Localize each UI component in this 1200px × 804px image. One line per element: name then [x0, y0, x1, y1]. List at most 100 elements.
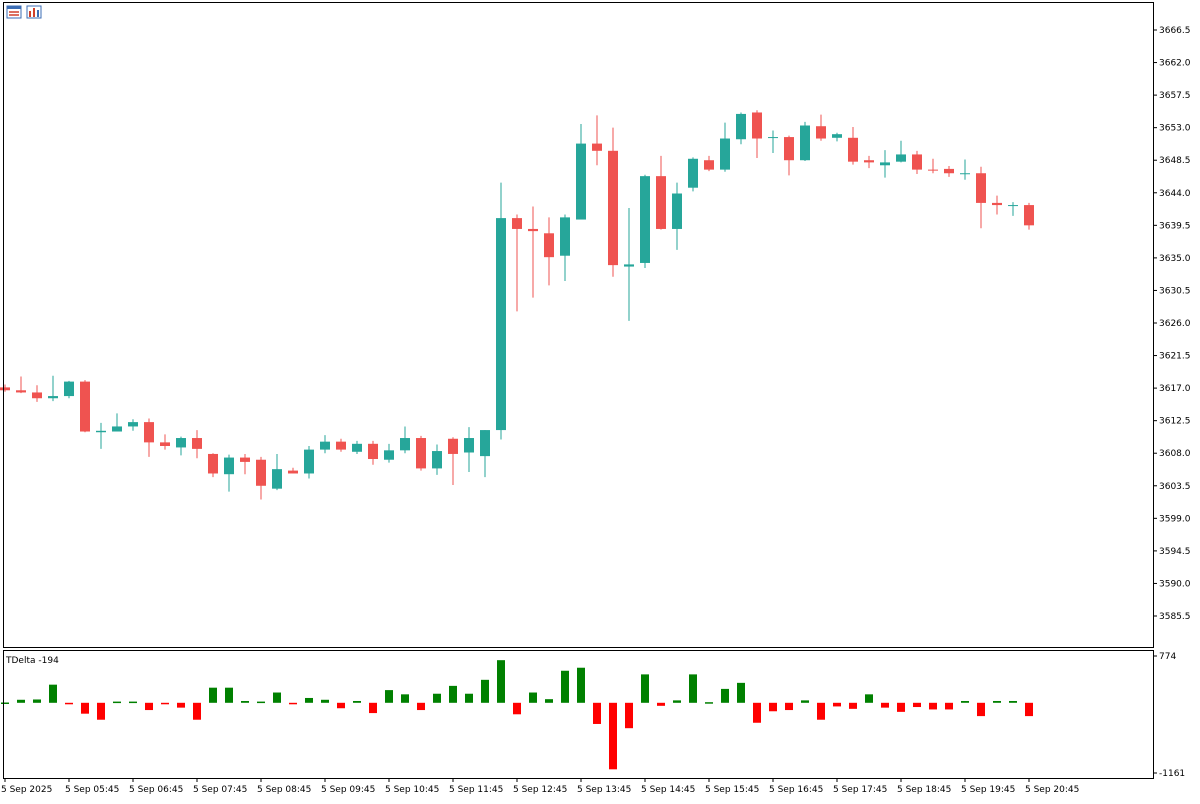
delta-bar[interactable]	[561, 670, 569, 703]
candle[interactable]	[384, 443, 394, 463]
indicator-list-icon[interactable]	[26, 5, 42, 19]
delta-bar[interactable]	[305, 697, 313, 703]
candle[interactable]	[592, 115, 602, 166]
candle[interactable]	[112, 413, 122, 432]
delta-bar[interactable]	[945, 702, 953, 710]
candle[interactable]	[432, 444, 442, 475]
candle[interactable]	[272, 453, 282, 491]
candle[interactable]	[816, 114, 826, 141]
candle[interactable]	[928, 158, 938, 174]
delta-bar[interactable]	[849, 702, 857, 709]
delta-bar[interactable]	[897, 702, 905, 712]
delta-bar[interactable]	[209, 687, 217, 703]
candle[interactable]	[560, 214, 570, 282]
delta-bar[interactable]	[913, 702, 921, 708]
delta-bar[interactable]	[593, 702, 601, 724]
delta-bar[interactable]	[465, 693, 473, 703]
candle[interactable]	[224, 454, 234, 492]
delta-bar[interactable]	[145, 702, 153, 711]
candle[interactable]	[880, 150, 890, 178]
candle[interactable]	[624, 207, 634, 321]
candle[interactable]	[208, 453, 218, 478]
candle[interactable]	[192, 430, 202, 459]
candle[interactable]	[64, 380, 74, 399]
candle[interactable]	[512, 214, 522, 312]
candle[interactable]	[288, 467, 298, 474]
delta-bar[interactable]	[481, 679, 489, 703]
candle[interactable]	[416, 435, 426, 471]
delta-bar[interactable]	[609, 702, 617, 770]
delta-bar[interactable]	[97, 702, 105, 720]
candle[interactable]	[464, 427, 474, 473]
candle[interactable]	[640, 174, 650, 269]
delta-bar[interactable]	[113, 701, 121, 704]
delta-bar[interactable]	[193, 702, 201, 720]
delta-bar[interactable]	[673, 700, 681, 703]
delta-bar[interactable]	[545, 699, 553, 703]
candle[interactable]	[608, 127, 618, 277]
delta-bar[interactable]	[161, 702, 169, 705]
delta-bar[interactable]	[81, 702, 89, 714]
delta-bar[interactable]	[33, 699, 41, 703]
delta-bar[interactable]	[449, 685, 457, 703]
candle[interactable]	[848, 126, 858, 165]
delta-bar[interactable]	[433, 693, 441, 703]
candle[interactable]	[800, 121, 810, 161]
delta-bar[interactable]	[1025, 702, 1033, 717]
candle[interactable]	[720, 122, 730, 172]
candle[interactable]	[1024, 202, 1034, 230]
delta-bar[interactable]	[1, 702, 9, 704]
delta-bar[interactable]	[241, 700, 249, 703]
delta-bar[interactable]	[529, 692, 537, 703]
candle[interactable]	[48, 375, 58, 402]
delta-bar[interactable]	[353, 700, 361, 703]
delta-bar[interactable]	[641, 674, 649, 703]
candle[interactable]	[96, 422, 106, 449]
candle[interactable]	[528, 206, 538, 298]
delta-bar[interactable]	[321, 699, 329, 703]
delta-bar[interactable]	[497, 660, 505, 703]
delta-bar[interactable]	[785, 702, 793, 711]
candle[interactable]	[480, 430, 490, 478]
delta-bar[interactable]	[129, 701, 137, 704]
candle[interactable]	[736, 112, 746, 145]
delta-bar[interactable]	[513, 702, 521, 715]
candle[interactable]	[832, 132, 842, 142]
candle[interactable]	[304, 445, 314, 479]
delta-bar[interactable]	[49, 684, 57, 703]
delta-bar[interactable]	[273, 692, 281, 703]
delta-bar[interactable]	[929, 702, 937, 710]
candle[interactable]	[496, 182, 506, 440]
delta-bar[interactable]	[705, 702, 713, 704]
delta-bar[interactable]	[625, 702, 633, 729]
delta-bar[interactable]	[257, 701, 265, 704]
chart-properties-icon[interactable]	[6, 5, 22, 19]
candle[interactable]	[240, 453, 250, 475]
delta-bar[interactable]	[993, 700, 1001, 703]
delta-bar[interactable]	[817, 702, 825, 720]
candle[interactable]	[864, 155, 874, 169]
candle[interactable]	[128, 419, 138, 431]
delta-bar[interactable]	[657, 702, 665, 706]
delta-bar[interactable]	[833, 702, 841, 707]
candle[interactable]	[656, 155, 666, 230]
delta-bar[interactable]	[721, 688, 729, 703]
delta-bar[interactable]	[865, 694, 873, 703]
delta-bar[interactable]	[17, 699, 25, 703]
candle[interactable]	[992, 195, 1002, 215]
delta-bar[interactable]	[689, 674, 697, 703]
delta-bar[interactable]	[737, 682, 745, 703]
delta-bar[interactable]	[801, 700, 809, 703]
candle[interactable]	[544, 217, 554, 286]
delta-bar[interactable]	[977, 702, 985, 717]
delta-bar[interactable]	[753, 702, 761, 723]
delta-bar[interactable]	[65, 702, 73, 705]
candle[interactable]	[160, 434, 170, 450]
candle[interactable]	[32, 385, 42, 402]
candle[interactable]	[176, 436, 186, 456]
candle[interactable]	[752, 110, 762, 159]
candle[interactable]	[976, 166, 986, 229]
candle[interactable]	[896, 140, 906, 163]
delta-bar[interactable]	[1009, 700, 1017, 703]
